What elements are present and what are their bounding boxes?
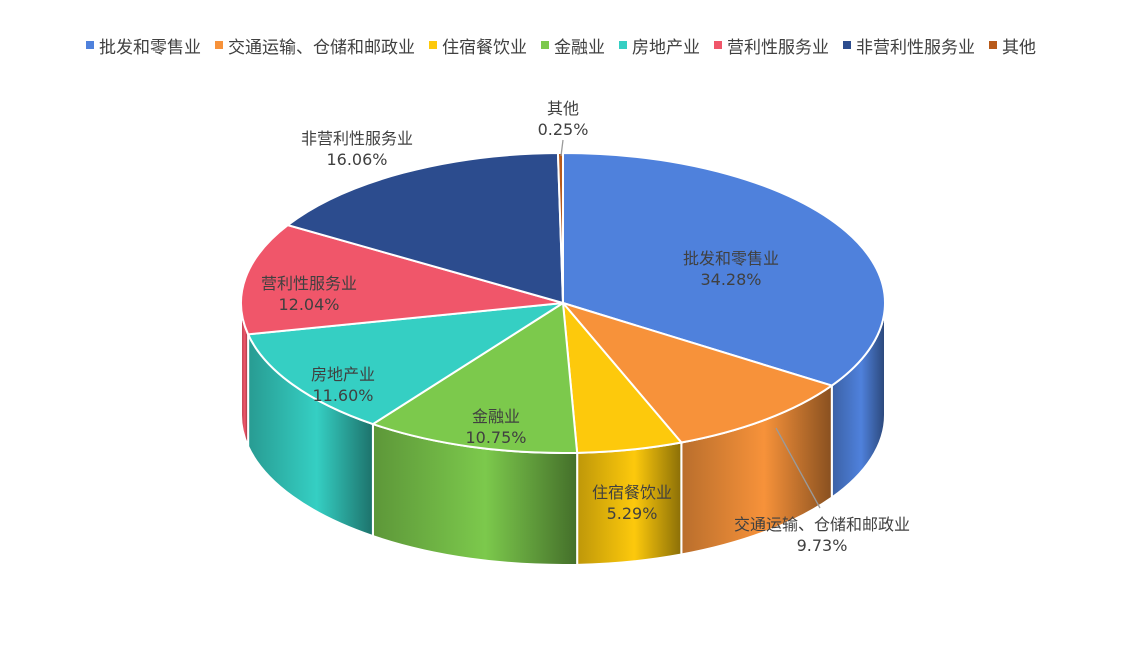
data-label-name-营利性服务业: 营利性服务业 <box>261 274 357 293</box>
legend-label: 其他 <box>1002 38 1036 58</box>
legend-marker <box>429 41 437 49</box>
leader-line-交通运输-仓储和邮政业 <box>775 427 821 509</box>
legend-marker <box>86 41 94 49</box>
data-label-name-非营利性服务业: 非营利性服务业 <box>301 129 413 148</box>
pie-sides <box>240 302 886 566</box>
data-label-value-交通运输-仓储和邮政业: 9.73% <box>797 536 848 555</box>
legend-marker <box>714 41 722 49</box>
legend-label: 金融业 <box>554 38 605 58</box>
data-label-name-交通运输-仓储和邮政业: 交通运输、仓储和邮政业 <box>734 515 910 534</box>
data-label-name-批发和零售业: 批发和零售业 <box>683 249 779 268</box>
pie-slices <box>240 151 886 454</box>
data-label-value-房地产业: 11.60% <box>312 386 373 405</box>
legend-item-金融业: 金融业 <box>541 38 605 58</box>
pie-slice-交通运输-仓储和邮政业 <box>560 301 835 444</box>
legend-label: 批发和零售业 <box>99 38 201 58</box>
data-label-value-金融业: 10.75% <box>465 428 526 447</box>
leader-line-其他 <box>560 139 564 157</box>
legend-item-其他: 其他 <box>989 38 1036 58</box>
pie-slice-金融业 <box>370 301 579 454</box>
legend: 批发和零售业 交通运输、仓储和邮政业 住宿餐饮业 金融业 房地产业 营利性服务业 非营利性服… <box>86 38 1036 58</box>
legend-item-批发和零售业: 批发和零售业 <box>86 38 201 58</box>
data-label-value-其他: 0.25% <box>538 120 589 139</box>
data-label-value-非营利性服务业: 16.06% <box>326 150 387 169</box>
data-labels: 批发和零售业 34.28% 交通运输、仓储和邮政业 9.73% 住宿餐饮业 5.29% 金融… <box>261 99 910 555</box>
legend-item-住宿餐饮业: 住宿餐饮业 <box>429 38 527 58</box>
legend-label: 交通运输、仓储和邮政业 <box>228 38 415 58</box>
legend-marker <box>843 41 851 49</box>
data-label-name-其他: 其他 <box>547 99 579 118</box>
legend-item-营利性服务业: 营利性服务业 <box>714 38 829 58</box>
legend-marker <box>619 41 627 49</box>
legend-label: 房地产业 <box>632 38 700 58</box>
legend-marker <box>215 41 223 49</box>
legend-label: 非营利性服务业 <box>856 38 975 58</box>
data-label-name-住宿餐饮业: 住宿餐饮业 <box>592 483 672 502</box>
data-label-name-金融业: 金融业 <box>472 407 520 426</box>
data-label-value-住宿餐饮业: 5.29% <box>607 504 658 523</box>
pie-slice-非营利性服务业 <box>285 152 565 305</box>
pie-slice-其他 <box>556 151 564 304</box>
data-label-value-批发和零售业: 34.28% <box>700 270 761 289</box>
data-label-name-房地产业: 房地产业 <box>311 365 375 384</box>
pie-slice-房地产业 <box>246 302 564 426</box>
pie-slice-营利性服务业 <box>240 224 564 336</box>
legend-label: 营利性服务业 <box>727 38 829 58</box>
legend-item-非营利性服务业: 非营利性服务业 <box>843 38 975 58</box>
legend-item-房地产业: 房地产业 <box>619 38 700 58</box>
legend-label: 住宿餐饮业 <box>442 38 527 58</box>
legend-item-交通运输-仓储和邮政业: 交通运输、仓储和邮政业 <box>215 38 415 58</box>
leader-lines <box>560 139 821 509</box>
data-label-value-营利性服务业: 12.04% <box>278 295 339 314</box>
legend-marker <box>989 41 997 49</box>
legend-marker <box>541 41 549 49</box>
